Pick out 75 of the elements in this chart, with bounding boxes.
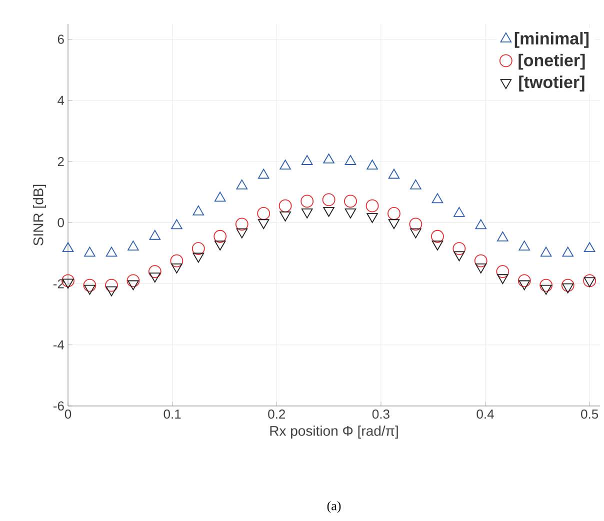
x-axis-title: Rx position Φ [rad/π] xyxy=(270,426,398,439)
x-tick-label: 0.2 xyxy=(268,410,286,419)
point xyxy=(474,254,488,268)
point xyxy=(540,278,553,292)
point xyxy=(366,199,379,212)
point xyxy=(452,242,466,256)
point xyxy=(432,193,444,204)
point xyxy=(366,160,378,170)
point xyxy=(84,284,96,295)
point xyxy=(106,286,118,296)
point xyxy=(583,274,596,288)
y-tick-label: 4 xyxy=(58,96,64,105)
point xyxy=(431,230,444,243)
point xyxy=(344,194,357,208)
legend-label: [onetier] xyxy=(518,54,585,70)
point xyxy=(497,274,508,284)
point xyxy=(496,265,510,278)
point xyxy=(584,277,596,288)
legend-label: [minimal] xyxy=(514,32,589,48)
point xyxy=(475,263,487,274)
point xyxy=(83,278,96,292)
point xyxy=(454,251,465,262)
point xyxy=(540,284,552,295)
x-tick-label: 0.1 xyxy=(164,410,181,419)
point xyxy=(257,207,270,220)
y-tick-label: -2 xyxy=(53,279,64,288)
point xyxy=(454,207,465,217)
x-tick-label: 0.4 xyxy=(476,410,494,419)
point xyxy=(323,154,334,164)
y-tick-label: -4 xyxy=(53,340,64,350)
point xyxy=(171,219,182,230)
point xyxy=(105,278,118,292)
point xyxy=(148,265,162,278)
point xyxy=(388,207,400,220)
x-tick-label: 0.3 xyxy=(372,410,390,419)
x-tick-label: 0 xyxy=(64,410,72,419)
y-tick-label: 6 xyxy=(58,34,64,44)
y-tick-label: 2 xyxy=(58,156,64,166)
point xyxy=(171,263,182,274)
point xyxy=(475,219,487,230)
point xyxy=(128,240,139,251)
point xyxy=(258,168,270,179)
point xyxy=(322,193,336,206)
point xyxy=(518,274,531,288)
point xyxy=(192,242,205,256)
point xyxy=(388,168,400,179)
point xyxy=(410,180,422,190)
point xyxy=(518,240,530,251)
point xyxy=(278,199,292,212)
point xyxy=(409,218,422,231)
y-tick-label: 0 xyxy=(58,218,64,228)
point xyxy=(149,272,161,283)
y-axis-title: SINR [dB] xyxy=(33,184,46,246)
point xyxy=(192,252,204,263)
point xyxy=(301,155,313,165)
point xyxy=(432,240,444,250)
point xyxy=(561,278,574,292)
point xyxy=(170,254,184,268)
legend-label: [twotier] xyxy=(519,76,584,92)
point xyxy=(344,155,356,165)
point xyxy=(128,280,139,290)
point xyxy=(562,283,574,294)
point xyxy=(214,192,226,202)
point xyxy=(236,180,248,190)
point xyxy=(280,160,291,170)
point xyxy=(214,240,226,250)
point xyxy=(214,230,227,243)
point xyxy=(300,194,314,208)
point xyxy=(192,205,204,216)
x-tick-label: 0.5 xyxy=(581,410,598,419)
point xyxy=(518,280,530,290)
point xyxy=(126,274,140,288)
y-tick-label: -6 xyxy=(53,401,64,411)
text: (a) xyxy=(327,501,341,513)
point xyxy=(235,218,248,231)
